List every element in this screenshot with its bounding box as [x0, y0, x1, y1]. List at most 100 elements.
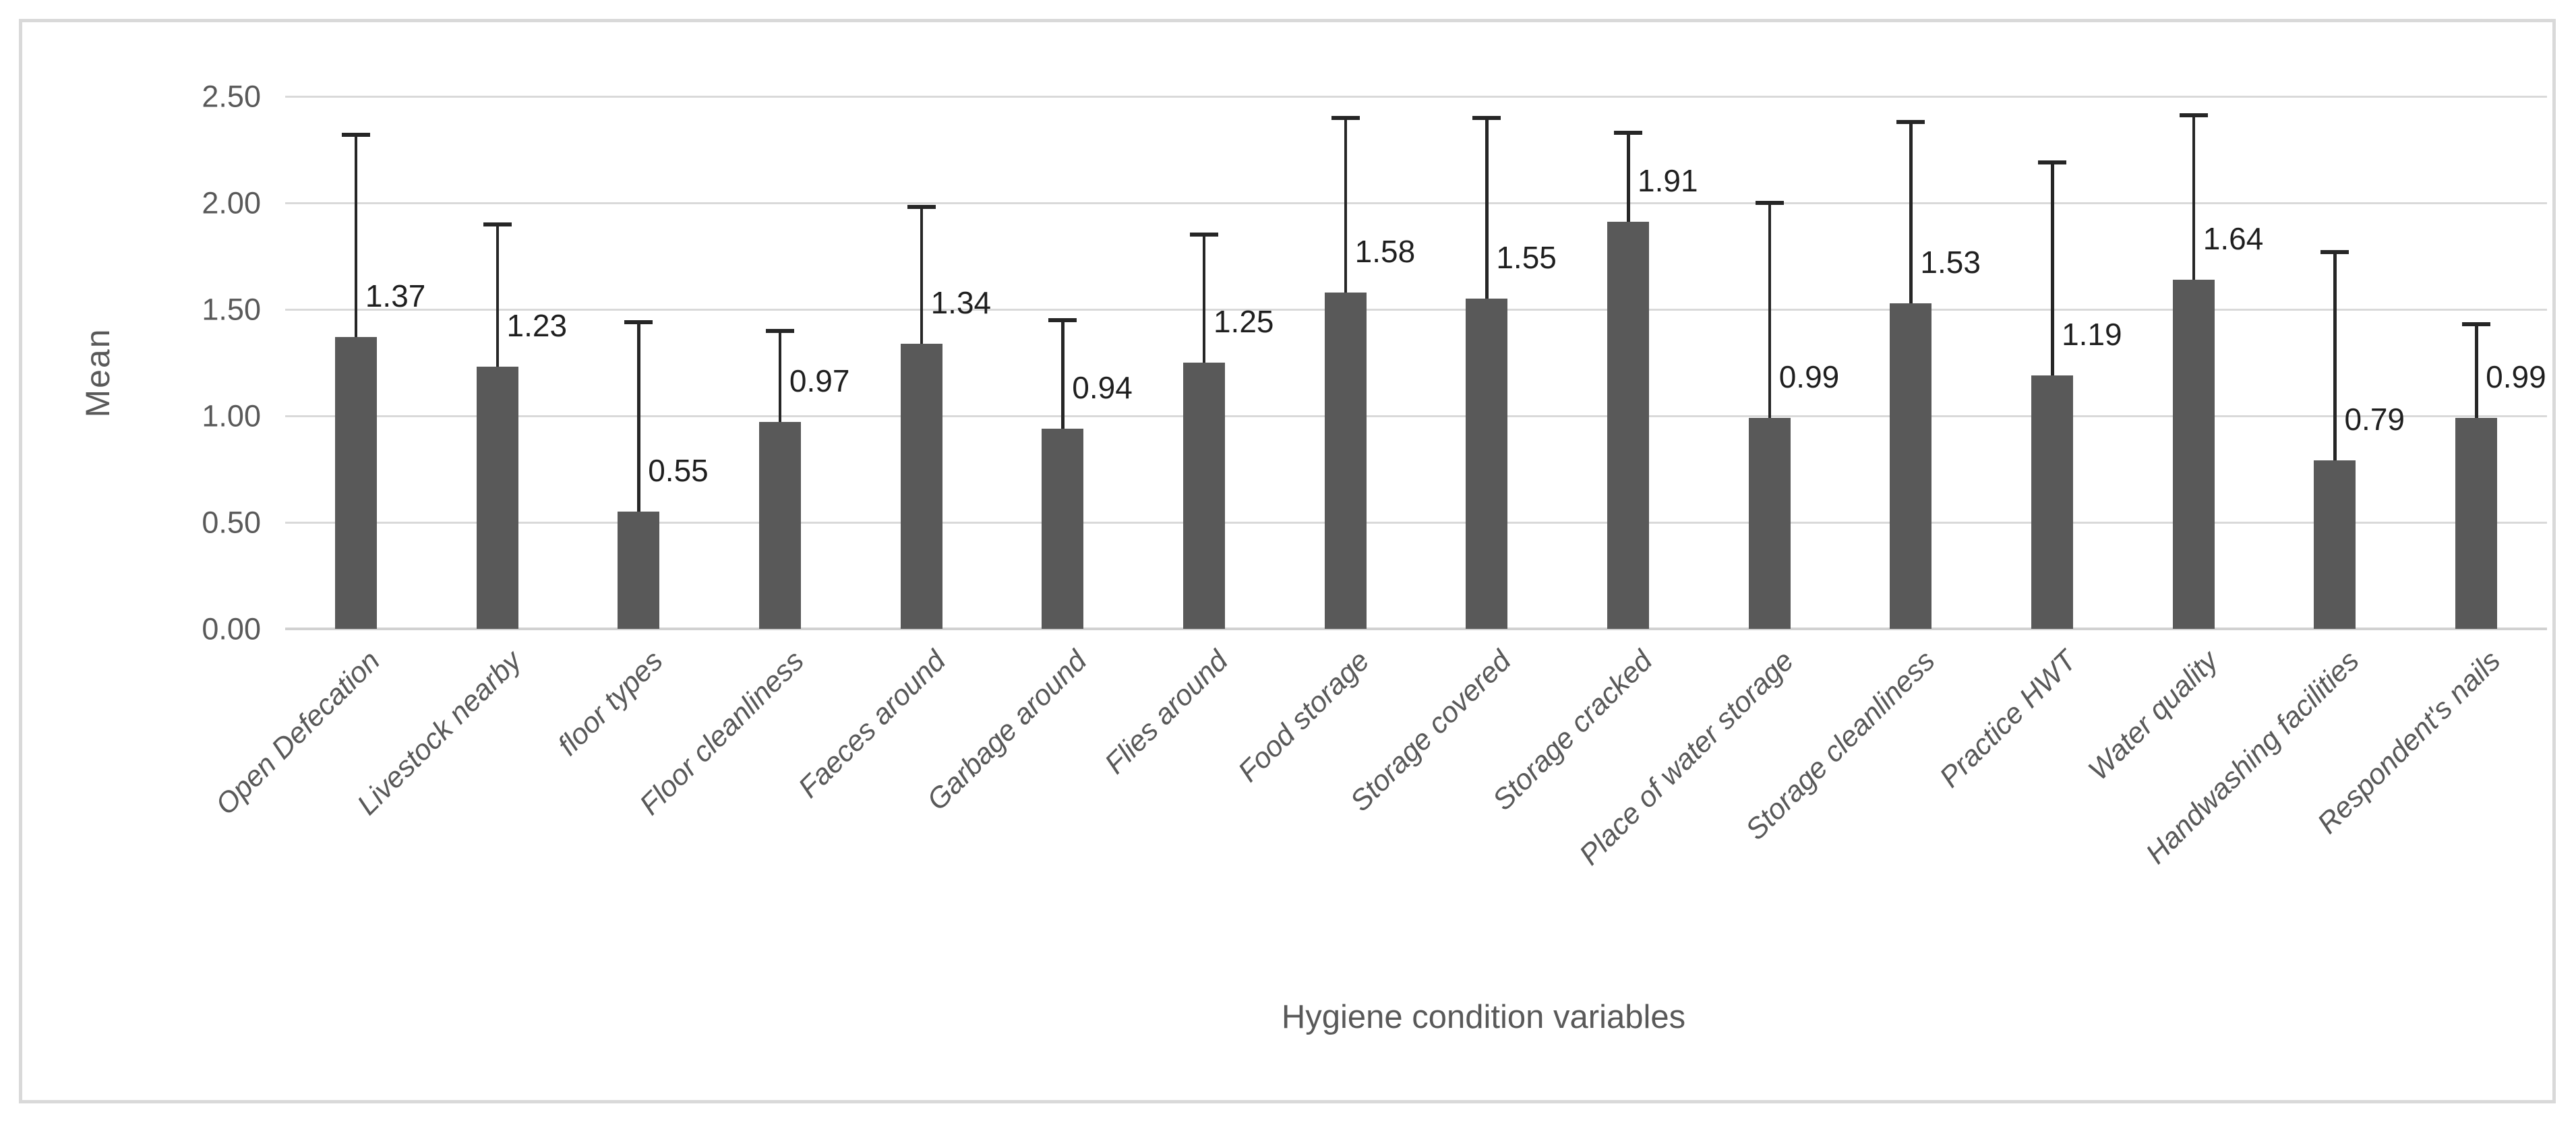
bar — [900, 343, 942, 629]
bar — [1890, 303, 1932, 629]
bar — [2314, 460, 2356, 629]
bar-slot: 0.99 — [1699, 96, 1840, 629]
bar-value-label: 1.58 — [1354, 233, 1416, 269]
error-bar-line — [1485, 117, 1489, 299]
bar-value-label: 1.34 — [930, 284, 992, 320]
bar-slot: 0.79 — [2265, 96, 2406, 629]
x-axis-tick-labels: Open Defecation Livestock nearby floor typ… — [210, 629, 2547, 996]
error-bar-cap — [1189, 233, 1218, 237]
error-bar-line — [1627, 132, 1630, 222]
bar — [1042, 428, 1084, 629]
bar-slot: 1.23 — [427, 96, 568, 629]
error-bar-cap — [1755, 201, 1784, 205]
x-tick-label: Practice HWT — [1933, 644, 2083, 794]
error-bar-cap — [765, 328, 794, 333]
error-bar-cap — [624, 319, 653, 324]
bar-slot: 0.97 — [709, 96, 851, 629]
bar — [2172, 279, 2215, 629]
error-bar-cap — [341, 132, 370, 137]
error-bar-cap — [1614, 130, 1643, 135]
x-tick-label: Food storage — [1232, 644, 1376, 789]
error-bar-line — [2475, 324, 2478, 419]
bar-slot: 1.91 — [1557, 96, 1699, 629]
bar-value-label: 1.91 — [1638, 163, 1698, 199]
error-bar-cap — [2320, 249, 2349, 254]
x-tick-label: Water quality — [2082, 644, 2225, 787]
x-axis-title: Hygiene condition variables — [1281, 999, 1686, 1035]
bar-slot: 1.19 — [1981, 96, 2123, 629]
bar-value-label: 1.37 — [365, 278, 426, 314]
bar-slot: 1.37 — [285, 96, 427, 629]
bar-value-label: 0.97 — [789, 363, 850, 399]
error-bar-line — [354, 134, 358, 338]
bar — [758, 422, 801, 629]
bar-slot: 1.58 — [1275, 96, 1416, 629]
error-bar-line — [2333, 251, 2337, 461]
error-bar-cap — [1472, 115, 1501, 120]
error-bar-line — [496, 224, 500, 367]
y-tick-label: 0.50 — [202, 505, 261, 540]
chart-frame: Mean 0.00 0.50 1.00 1.50 2.00 2.50 1.37 1.23 … — [19, 19, 2556, 1103]
bar — [2455, 418, 2498, 629]
error-bar-cap — [2462, 322, 2491, 327]
y-tick-label: 1.00 — [202, 398, 261, 433]
bar-slot: 1.25 — [1133, 96, 1275, 629]
bar-slot: 0.99 — [2405, 96, 2547, 629]
bar-value-label: 1.55 — [1496, 240, 1557, 276]
bar-value-label: 0.99 — [2486, 359, 2546, 395]
bar-series: 1.37 1.23 0.55 0.97 1.34 0.94 1.25 1.58 — [285, 96, 2547, 629]
bar-value-label: 0.79 — [2344, 402, 2405, 437]
bar — [334, 337, 377, 629]
x-tick-label: floor types — [551, 644, 669, 762]
bar — [476, 367, 518, 629]
error-bar-line — [1909, 121, 1913, 303]
gridline — [285, 628, 2547, 630]
bar — [1607, 222, 1650, 629]
error-bar-cap — [2038, 160, 2067, 164]
bar-value-label: 1.53 — [1920, 244, 1981, 280]
bar-value-label: 1.23 — [506, 308, 568, 344]
bar-value-label: 1.19 — [2062, 316, 2122, 352]
error-bar-line — [2051, 162, 2054, 375]
x-tick-label: Faeces around — [792, 644, 952, 805]
x-tick-label: Flies around — [1098, 644, 1235, 781]
error-bar-line — [778, 330, 782, 423]
error-bar-line — [637, 322, 640, 512]
bar — [1466, 299, 1508, 629]
error-bar-line — [2192, 115, 2196, 280]
gridline — [285, 95, 2547, 98]
error-bar-line — [1344, 117, 1348, 293]
bar-value-label: 0.99 — [1778, 359, 1840, 395]
plot-area: 1.37 1.23 0.55 0.97 1.34 0.94 1.25 1.58 — [285, 95, 2547, 630]
bar-value-label: 0.55 — [648, 453, 709, 489]
bar-value-label: 1.64 — [2203, 220, 2264, 256]
y-tick-label: 0.00 — [202, 611, 261, 646]
bar — [1748, 418, 1791, 629]
bar — [618, 512, 660, 629]
bar-slot: 1.64 — [2123, 96, 2265, 629]
bar — [2031, 375, 2074, 629]
error-bar-cap — [907, 205, 936, 210]
gridline — [285, 308, 2547, 311]
bar-slot: 1.55 — [1416, 96, 1558, 629]
gridline — [285, 202, 2547, 204]
error-bar-cap — [1048, 317, 1077, 322]
gridline — [285, 521, 2547, 524]
y-tick-label: 1.50 — [202, 292, 261, 327]
bar — [1182, 363, 1225, 629]
y-tick-label: 2.00 — [202, 185, 261, 220]
error-bar-line — [1202, 235, 1206, 363]
error-bar-cap — [1331, 115, 1360, 120]
error-bar-line — [1061, 319, 1065, 429]
error-bar-cap — [1896, 119, 1925, 124]
bar-slot: 0.94 — [992, 96, 1133, 629]
error-bar-cap — [483, 222, 512, 226]
bar-value-label: 1.25 — [1213, 304, 1274, 339]
bar — [1324, 292, 1367, 629]
error-bar-cap — [2179, 113, 2208, 118]
bar-slot: 1.34 — [851, 96, 992, 629]
y-axis-tick-labels: 0.00 0.50 1.00 1.50 2.00 2.50 — [22, 82, 264, 644]
bar-slot: 1.53 — [1840, 96, 1982, 629]
gridline — [285, 415, 2547, 417]
bar-value-label: 0.94 — [1072, 369, 1133, 405]
